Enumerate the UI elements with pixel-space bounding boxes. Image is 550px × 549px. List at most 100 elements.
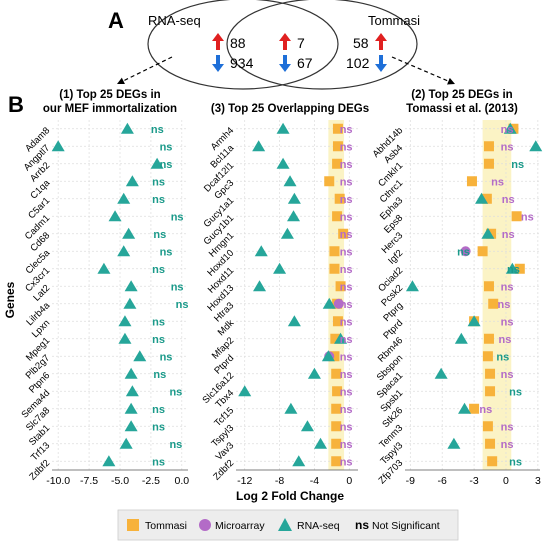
tommasi-point — [483, 141, 494, 152]
not-significant-label: ns — [501, 141, 514, 153]
down-arrow-icon — [212, 55, 224, 72]
not-significant-label: ns — [160, 351, 173, 363]
x-axis-title: Log 2 Fold Change — [236, 489, 344, 503]
rnaseq-point — [125, 175, 139, 187]
tommasi-point — [338, 228, 349, 239]
not-significant-label: ns — [340, 369, 353, 381]
tommasi-point — [329, 351, 340, 362]
tommasi-point — [487, 456, 498, 467]
panel1-title-line1: (1) Top 25 DEGs in — [59, 89, 160, 101]
microarray-point — [333, 298, 344, 309]
not-significant-label: ns — [521, 211, 534, 223]
not-significant-label: ns — [152, 404, 165, 416]
not-significant-label: ns — [153, 369, 166, 381]
rnaseq-point — [125, 385, 139, 397]
rnaseq-point — [334, 332, 348, 344]
venn-left-down: 934 — [230, 55, 254, 71]
significance-band — [482, 120, 512, 470]
tommasi-point — [324, 176, 335, 187]
not-significant-label: ns — [501, 369, 514, 381]
rnaseq-point — [117, 192, 131, 204]
not-significant-label: ns — [340, 124, 353, 136]
not-significant-label: ns — [152, 334, 165, 346]
x-tick-label: -4 — [310, 475, 319, 487]
venn-overlap-up: 7 — [297, 35, 305, 51]
rnaseq-point — [118, 332, 132, 344]
x-tick-label: -3 — [469, 475, 478, 487]
panel-tommasi-top25: -9 -6 -3 0 3Abhd14bAsb4Cmklr1Cthrc1Epha3Eps8… — [371, 120, 543, 487]
rnaseq-point — [405, 280, 419, 292]
gene-label: Zdbf2 — [211, 458, 236, 483]
panel3-title-line1: (3) Top 25 Overlapping DEGs — [211, 103, 369, 115]
not-significant-label: ns — [340, 316, 353, 328]
rnaseq-point — [124, 420, 138, 432]
not-significant-label: ns — [340, 264, 353, 276]
tommasi-point — [331, 368, 342, 379]
tommasi-point — [485, 386, 496, 397]
not-significant-label: ns — [153, 229, 166, 241]
not-significant-label: ns — [501, 281, 514, 293]
rnaseq-point — [124, 280, 138, 292]
x-tick-label: 0 — [346, 475, 352, 487]
not-significant-label: ns — [340, 439, 353, 451]
not-significant-label: ns — [152, 194, 165, 206]
panel2-title-line2: Tomassi et al. (2013) — [406, 103, 518, 115]
tommasi-point — [332, 141, 343, 152]
rnaseq-point — [307, 367, 321, 379]
not-significant-label: ns — [340, 456, 353, 468]
not-significant-label: ns — [340, 246, 353, 258]
tommasi-point — [332, 316, 343, 327]
x-tick-label: -12 — [237, 475, 252, 487]
not-significant-label: ns — [169, 386, 182, 398]
not-significant-label: ns — [171, 281, 184, 293]
not-significant-label: ns — [501, 421, 514, 433]
rnaseq-point — [124, 402, 138, 414]
rnaseq-point — [276, 157, 290, 169]
rnaseq-point — [284, 402, 298, 414]
not-significant-label: ns — [497, 299, 510, 311]
rnaseq-point — [119, 437, 133, 449]
down-arrow-icon — [375, 55, 387, 72]
panel1-title-line2: our MEF immortalization — [43, 103, 177, 115]
tommasi-point — [331, 403, 342, 414]
rnaseq-point — [481, 227, 495, 239]
x-tick-label: -8 — [275, 475, 284, 487]
legend-microarray-label: Microarray — [215, 520, 265, 532]
tommasi-point — [329, 246, 340, 257]
venn-diagram: RNA-seq Tommasi 88 934 7 67 58 102 — [116, 0, 456, 90]
rnaseq-point — [447, 437, 461, 449]
tommasi-point — [331, 456, 342, 467]
venn-right-label: Tommasi — [368, 13, 420, 28]
not-significant-label: ns — [340, 159, 353, 171]
venn-left-label: RNA-seq — [148, 13, 201, 28]
tommasi-point — [488, 298, 499, 309]
venn-circle-right — [226, 0, 418, 90]
rnaseq-point — [124, 367, 138, 379]
rnaseq-point — [133, 350, 147, 362]
rnaseq-point — [314, 437, 328, 449]
tommasi-point — [477, 246, 488, 257]
tommasi-point — [334, 193, 345, 204]
not-significant-label: ns — [169, 439, 182, 451]
tommasi-point — [466, 176, 477, 187]
rnaseq-point — [287, 192, 301, 204]
not-significant-label: ns — [152, 456, 165, 468]
y-axis-title: Genes — [3, 281, 17, 318]
rnaseq-point — [117, 245, 131, 257]
rnaseq-point — [280, 227, 294, 239]
rnaseq-point — [123, 297, 137, 309]
venn-right-up: 58 — [353, 35, 369, 51]
rnaseq-point — [254, 245, 268, 257]
rnaseq-point — [529, 140, 543, 152]
rnaseq-point — [458, 402, 472, 414]
not-significant-label: ns — [507, 264, 520, 276]
rnaseq-point — [238, 385, 252, 397]
not-significant-label: ns — [340, 386, 353, 398]
legend-rnaseq-swatch — [278, 518, 292, 531]
tommasi-point — [469, 403, 480, 414]
not-significant-label: ns — [340, 141, 353, 153]
tommasi-point — [511, 211, 522, 222]
not-significant-label: ns — [340, 421, 353, 433]
legend-microarray-swatch — [199, 519, 211, 531]
x-tick-label: -9 — [406, 475, 415, 487]
